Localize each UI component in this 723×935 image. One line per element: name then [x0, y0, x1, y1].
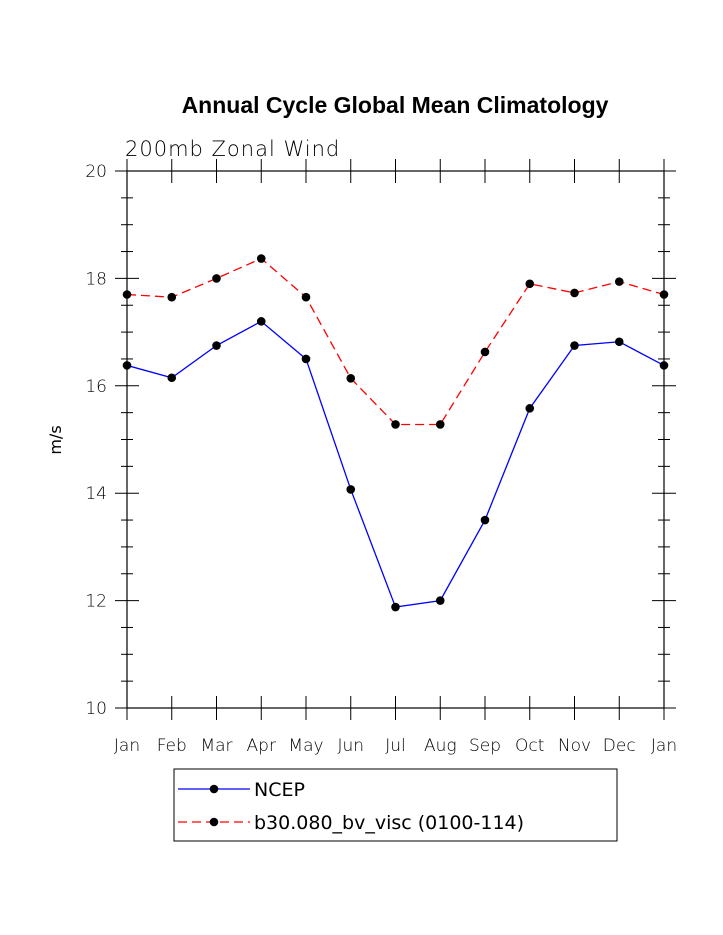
- legend-marker: [209, 817, 219, 827]
- legend-label: b30.080_bv_visc (0100-114): [254, 812, 524, 834]
- x-tick-label: Nov: [558, 736, 591, 756]
- y-tick-label: 10: [85, 699, 107, 719]
- plot-frame: [126, 170, 665, 709]
- series-line-2: [126, 257, 665, 426]
- x-tick-label: Feb: [157, 736, 187, 756]
- legend-marker: [209, 784, 219, 794]
- x-tick-label: Apr: [247, 736, 276, 756]
- data-point: [212, 274, 221, 283]
- data-point: [346, 373, 356, 383]
- data-point: [301, 292, 311, 302]
- data-point: [256, 254, 266, 263]
- y-tick-label: 20: [85, 162, 107, 182]
- y-tick-label: 14: [85, 484, 107, 504]
- series-layer: [122, 254, 669, 612]
- x-tick-label: Jan: [114, 736, 140, 756]
- y-tick-label: 12: [85, 592, 107, 612]
- axes: Jan Feb Mar Apr May Jun Jul Aug Sep Oct Nov Dec Jan 1…: [85, 159, 677, 756]
- legend-label: NCEP: [254, 779, 305, 801]
- data-point: [167, 292, 177, 302]
- series-line-1: [126, 320, 665, 608]
- data-point: [167, 373, 177, 383]
- data-point: [256, 317, 266, 326]
- data-point: [480, 347, 490, 357]
- x-tick-label: Mar: [200, 736, 232, 756]
- data-point: [346, 485, 356, 494]
- x-tick-label: Dec: [603, 736, 636, 756]
- x-tick-label: Jan: [651, 736, 677, 756]
- legend: NCEP b30.080_bv_visc (0100-114): [173, 768, 618, 842]
- data-point: [391, 420, 400, 429]
- y-axis-label: m/s: [46, 425, 65, 454]
- y-tick-label: 16: [85, 377, 107, 397]
- x-tick-label: Jul: [385, 736, 406, 756]
- chart-title: Annual Cycle Global Mean Climatology: [182, 92, 609, 118]
- x-tick-label: Aug: [424, 736, 457, 756]
- data-point: [212, 341, 221, 350]
- data-point: [570, 288, 579, 298]
- data-point: [614, 277, 624, 286]
- data-point: [525, 404, 535, 413]
- data-point: [391, 602, 400, 612]
- data-point: [614, 337, 624, 347]
- x-tick-label: Oct: [515, 736, 544, 756]
- data-point: [570, 341, 579, 350]
- data-point: [525, 279, 535, 289]
- legend-box: [173, 768, 618, 842]
- x-tick-label: Sep: [469, 736, 501, 756]
- x-tick-label: May: [288, 736, 323, 756]
- data-point: [435, 420, 445, 429]
- data-point: [480, 515, 490, 525]
- data-point: [435, 596, 445, 605]
- x-tick-label: Jun: [337, 736, 364, 756]
- data-point: [301, 354, 311, 364]
- y-tick-label: 18: [85, 269, 107, 289]
- chart-subtitle: 200mb Zonal Wind: [125, 137, 340, 161]
